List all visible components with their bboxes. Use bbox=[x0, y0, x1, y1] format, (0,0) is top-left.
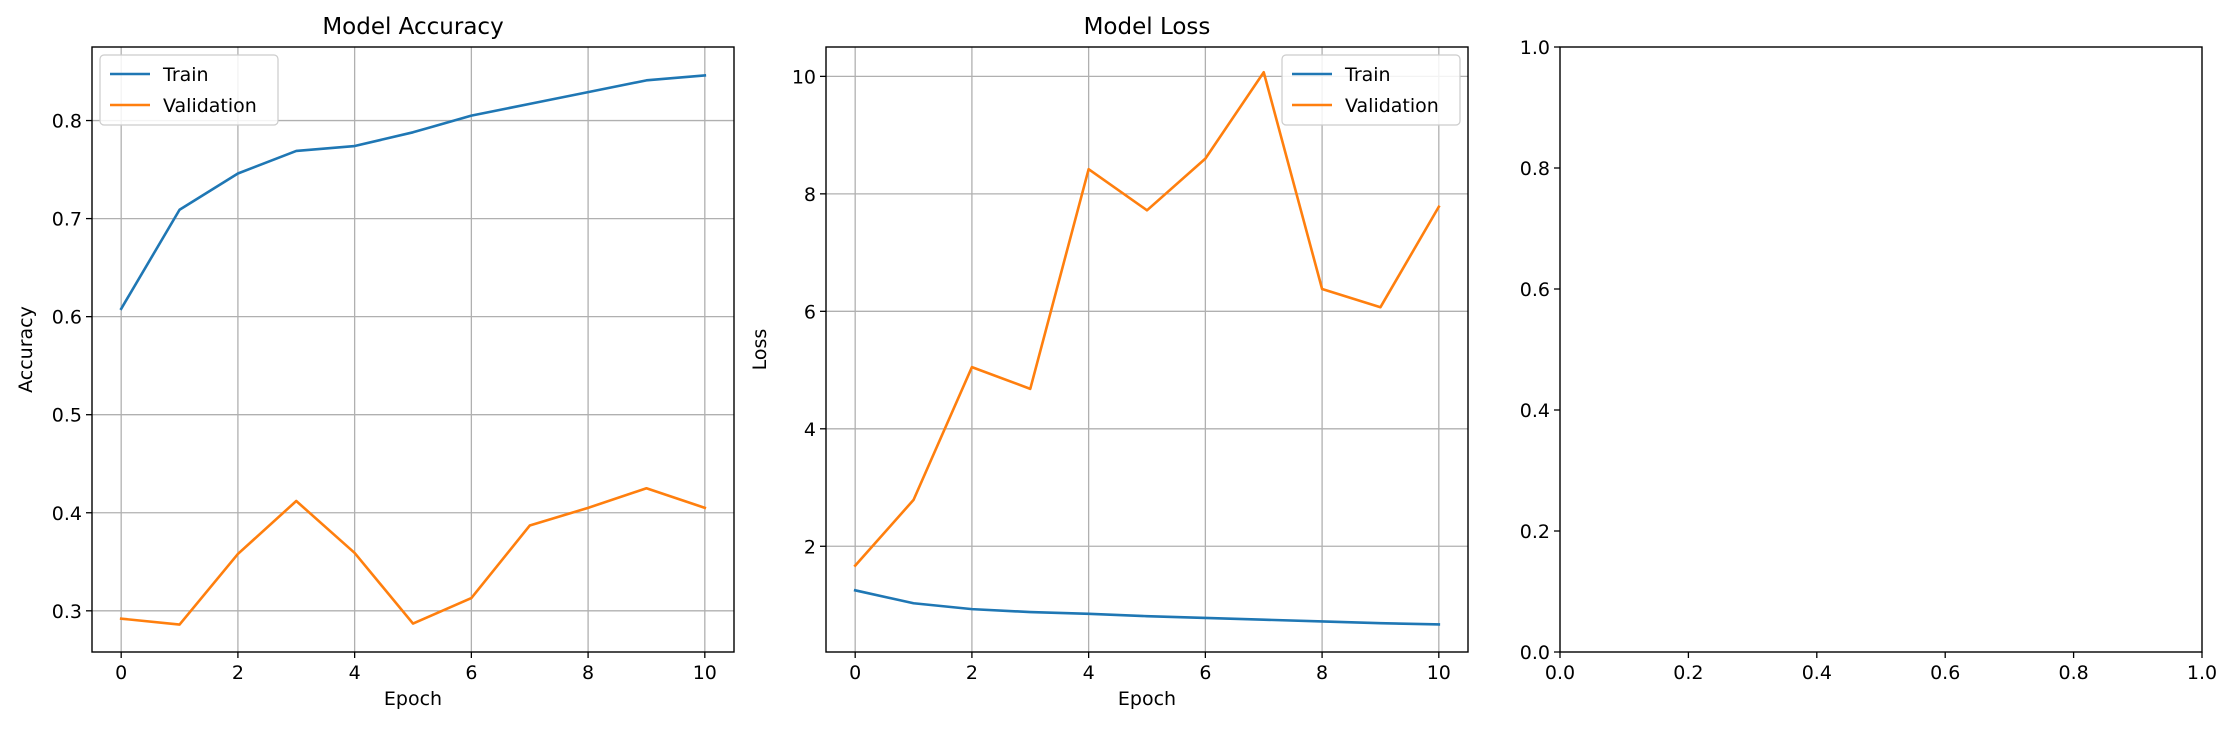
legend-label-validation: Validation bbox=[1345, 95, 1439, 117]
x-tick-label: 0 bbox=[849, 662, 861, 684]
x-tick-label: 1.0 bbox=[2187, 662, 2217, 684]
x-tick-label: 2 bbox=[966, 662, 978, 684]
y-tick-label: 0.4 bbox=[52, 503, 82, 525]
x-tick-label: 10 bbox=[693, 662, 717, 684]
x-tick-label: 0.8 bbox=[2058, 662, 2088, 684]
y-tick-label: 10 bbox=[792, 66, 816, 88]
y-tick-label: 0.4 bbox=[1520, 400, 1550, 422]
legend-label-train: Train bbox=[162, 64, 209, 86]
y-tick-label: 0.2 bbox=[1520, 521, 1550, 543]
axes-frame bbox=[825, 46, 1469, 653]
series-line-train bbox=[853, 588, 1441, 626]
accuracy-panel: 0 2 4 6 8 10 0.3 0.4 0.5 0.6 0.7 0.8 Model Accuracy E… bbox=[15, 14, 735, 710]
x-tick-label: 6 bbox=[465, 662, 477, 684]
x-tick-label: 8 bbox=[1316, 662, 1328, 684]
y-tick-label: 0.7 bbox=[52, 209, 82, 231]
y-tick-label: 0.6 bbox=[52, 307, 82, 329]
legend-label-validation: Validation bbox=[163, 95, 257, 117]
chart-title: Model Accuracy bbox=[322, 14, 503, 40]
loss-panel: 0 2 4 6 8 10 2 4 6 8 10 Model Loss Epoch Loss Train Val… bbox=[749, 14, 1469, 710]
y-tick-label: 1.0 bbox=[1520, 37, 1550, 59]
x-axis-label: Epoch bbox=[384, 688, 442, 710]
y-axis-label: Accuracy bbox=[15, 306, 37, 393]
y-axis-label: Loss bbox=[749, 329, 771, 371]
y-tick-label: 2 bbox=[804, 536, 816, 558]
legend-label-train: Train bbox=[1344, 64, 1391, 86]
empty-panel: 0.0 0.2 0.4 0.6 0.8 1.0 0.0 0.2 0.4 0.6 0.8 1.0 bbox=[1520, 37, 2217, 684]
y-tick-label: 0.0 bbox=[1520, 642, 1550, 664]
chart-title: Model Loss bbox=[1084, 14, 1211, 40]
y-tick-label: 0.6 bbox=[1520, 279, 1550, 301]
y-tick-label: 4 bbox=[804, 419, 816, 441]
legend-box bbox=[1281, 54, 1461, 126]
x-tick-label: 0.6 bbox=[1930, 662, 1960, 684]
x-tick-label: 0 bbox=[115, 662, 127, 684]
series-line-validation bbox=[119, 486, 707, 626]
series-line-train bbox=[119, 74, 707, 311]
x-tick-label: 4 bbox=[1083, 662, 1095, 684]
x-tick-label: 10 bbox=[1427, 662, 1451, 684]
y-tick-label: 6 bbox=[804, 301, 816, 323]
x-tick-label: 0.0 bbox=[1545, 662, 1575, 684]
axes-frame bbox=[1559, 46, 2203, 653]
legend-box bbox=[99, 54, 279, 126]
y-tick-label: 0.8 bbox=[52, 111, 82, 133]
x-tick-label: 4 bbox=[349, 662, 361, 684]
x-tick-label: 0.4 bbox=[1802, 662, 1832, 684]
x-tick-label: 2 bbox=[232, 662, 244, 684]
y-tick-label: 0.8 bbox=[1520, 158, 1550, 180]
x-tick-label: 8 bbox=[582, 662, 594, 684]
y-tick-label: 8 bbox=[804, 184, 816, 206]
y-tick-label: 0.3 bbox=[52, 601, 82, 623]
x-tick-label: 0.2 bbox=[1673, 662, 1703, 684]
x-axis-label: Epoch bbox=[1118, 688, 1176, 710]
x-tick-label: 6 bbox=[1199, 662, 1211, 684]
series-line-validation bbox=[853, 70, 1441, 568]
y-tick-label: 0.5 bbox=[52, 405, 82, 427]
axes-frame bbox=[91, 46, 735, 653]
